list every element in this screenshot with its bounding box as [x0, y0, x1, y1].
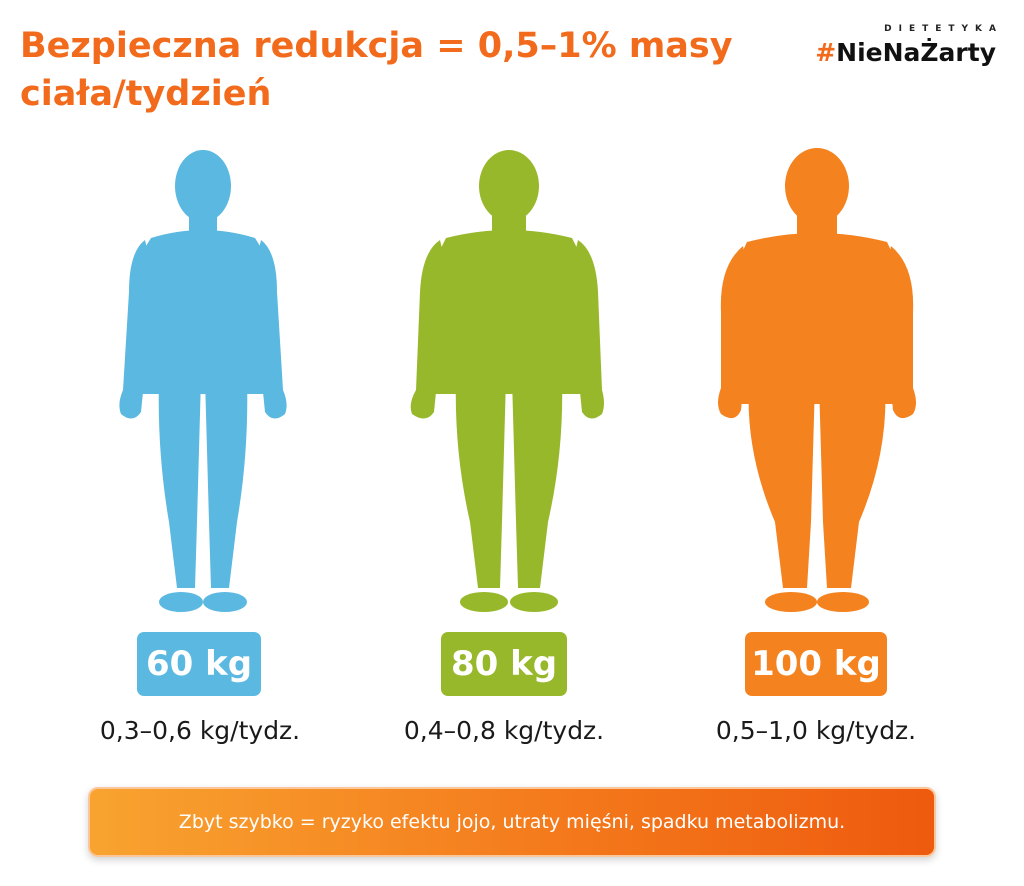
rate-label-80: 0,4–0,8 kg/tydz. [403, 716, 605, 745]
slim-body-silhouette-icon [83, 142, 323, 622]
medium-body-silhouette-icon [364, 142, 604, 622]
rate-label-60: 0,3–0,6 kg/tydz. [99, 716, 301, 745]
warning-banner: Zbyt szybko = ryzyko efektu jojo, utraty… [88, 787, 936, 857]
weight-badge-60: 60 kg [137, 632, 261, 696]
brand-tagline: DIETETYKA [884, 24, 1003, 34]
weight-badge-100: 100 kg [745, 632, 887, 696]
brand-name: #NieNaŻarty [815, 38, 996, 67]
page-title: Bezpieczna redukcja = 0,5–1% masy ciała/… [20, 26, 733, 114]
weight-badge-80: 80 kg [441, 632, 567, 696]
rate-label-100: 0,5–1,0 kg/tydz. [715, 716, 917, 745]
brand-logo: DIETETYKA #NieNaŻarty [815, 24, 996, 67]
heavy-body-silhouette-icon [697, 142, 937, 622]
